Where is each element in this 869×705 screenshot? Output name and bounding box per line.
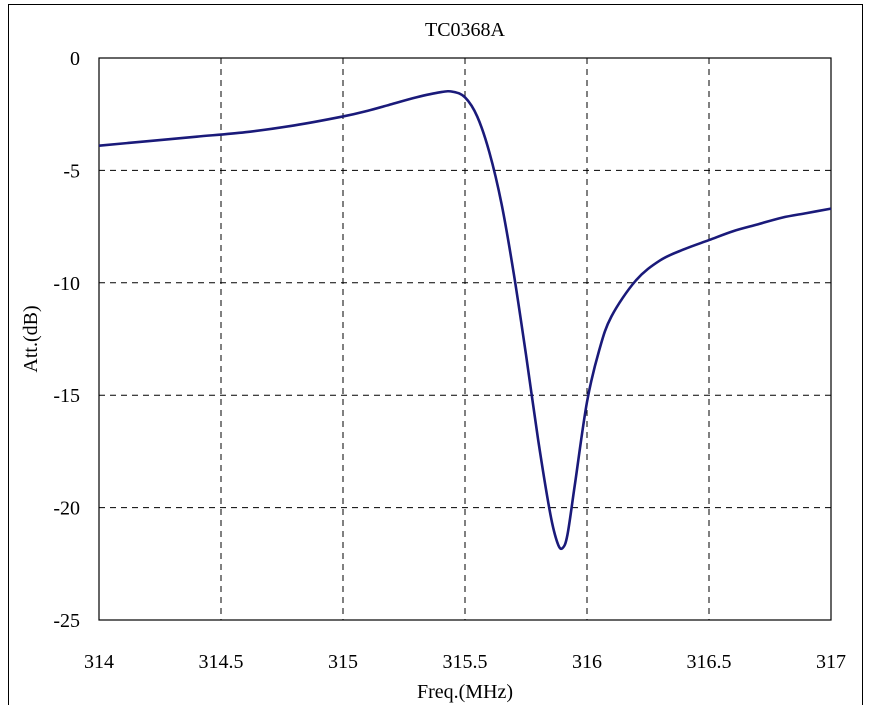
y-tick-label: -20: [53, 498, 80, 520]
y-tick-labels: 0 -5 -10 -15 -20 -25: [53, 48, 80, 632]
y-tick-label: -5: [63, 160, 80, 182]
y-tick-label: 0: [70, 48, 80, 70]
y-axis-label: Att.(dB): [20, 305, 42, 372]
x-tick-label: 316.5: [687, 651, 732, 673]
series-line: [98, 89, 832, 551]
x-tick-label: 314: [84, 651, 114, 673]
x-tick-label: 316: [572, 651, 602, 673]
chart-title: TC0368A: [425, 19, 506, 41]
x-tick-label: 315: [328, 651, 358, 673]
series-group: [98, 89, 832, 551]
x-tick-label: 317: [816, 651, 846, 673]
x-tick-label: 314.5: [199, 651, 244, 673]
y-tick-label: -10: [53, 273, 80, 295]
x-tick-labels: 314 314.5 315 315.5 316 316.5 317: [84, 651, 846, 673]
grid-lines: [99, 58, 831, 620]
x-tick-label: 315.5: [443, 651, 488, 673]
chart-frame: [8, 4, 863, 705]
plot-area-border: [98, 57, 832, 621]
x-axis-label: Freq.(MHz): [417, 681, 513, 703]
y-tick-label: -15: [53, 385, 80, 407]
y-tick-label: -25: [53, 610, 80, 632]
